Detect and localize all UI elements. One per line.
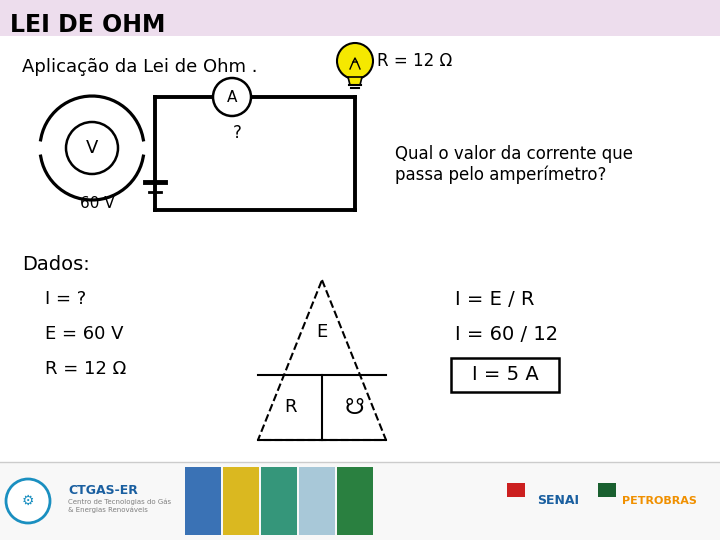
Text: ⚙: ⚙ (22, 494, 35, 508)
FancyBboxPatch shape (223, 467, 259, 535)
Text: Dados:: Dados: (22, 255, 90, 274)
FancyBboxPatch shape (0, 0, 720, 36)
Circle shape (6, 479, 50, 523)
Text: A: A (227, 90, 237, 105)
FancyBboxPatch shape (185, 467, 221, 535)
Circle shape (337, 43, 373, 79)
Text: I = 5 A: I = 5 A (472, 366, 539, 384)
FancyBboxPatch shape (261, 467, 297, 535)
Text: SENAI: SENAI (537, 495, 579, 508)
Text: 60 V: 60 V (80, 196, 114, 211)
Text: Aplicação da Lei de Ohm .: Aplicação da Lei de Ohm . (22, 58, 258, 76)
Text: V: V (86, 139, 98, 157)
FancyBboxPatch shape (507, 483, 525, 497)
Text: E = 60 V: E = 60 V (45, 325, 124, 343)
Circle shape (213, 78, 251, 116)
FancyBboxPatch shape (337, 467, 373, 535)
Text: ?: ? (233, 124, 241, 142)
Text: I = E / R: I = E / R (455, 290, 534, 309)
Text: CTGAS-ER: CTGAS-ER (68, 484, 138, 497)
Text: R: R (284, 399, 296, 416)
Text: LEI DE OHM: LEI DE OHM (10, 13, 166, 37)
Text: E: E (316, 323, 328, 341)
Text: I = 60 / 12: I = 60 / 12 (455, 325, 558, 344)
Text: R = 12 Ω: R = 12 Ω (377, 52, 452, 70)
Text: R = 12 Ω: R = 12 Ω (45, 360, 126, 378)
Text: Centro de Tecnologias do Gás
& Energias Renováveis: Centro de Tecnologias do Gás & Energias … (68, 499, 171, 513)
FancyBboxPatch shape (451, 358, 559, 392)
Text: ☋: ☋ (344, 397, 364, 417)
Text: I = ?: I = ? (45, 290, 86, 308)
FancyBboxPatch shape (0, 463, 720, 540)
FancyBboxPatch shape (299, 467, 335, 535)
Polygon shape (348, 77, 362, 85)
Text: Qual o valor da corrente que
passa pelo amperímetro?: Qual o valor da corrente que passa pelo … (395, 145, 633, 184)
Circle shape (66, 122, 118, 174)
Text: PETROBRAS: PETROBRAS (622, 496, 697, 506)
FancyBboxPatch shape (598, 483, 616, 497)
